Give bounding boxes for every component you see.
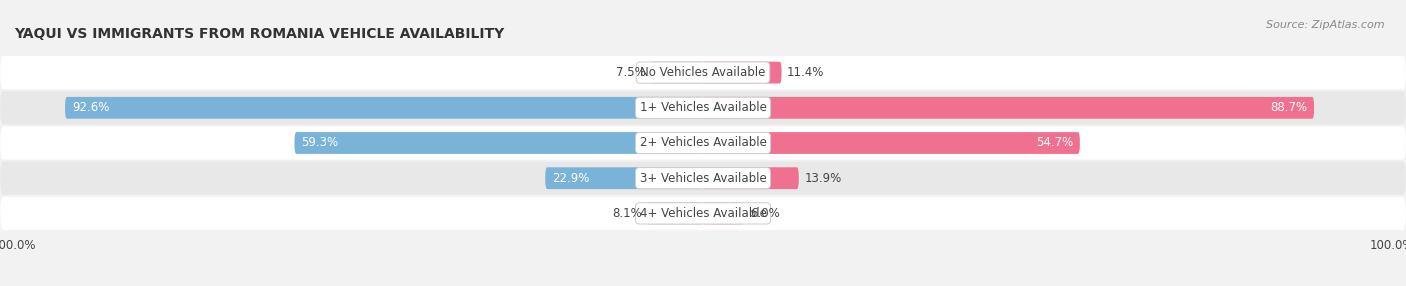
FancyBboxPatch shape [65, 97, 703, 119]
Text: 13.9%: 13.9% [804, 172, 842, 185]
Text: No Vehicles Available: No Vehicles Available [640, 66, 766, 79]
FancyBboxPatch shape [0, 56, 1406, 89]
Text: 92.6%: 92.6% [72, 101, 110, 114]
FancyBboxPatch shape [0, 91, 1406, 124]
FancyBboxPatch shape [651, 62, 703, 84]
Text: 54.7%: 54.7% [1036, 136, 1073, 150]
FancyBboxPatch shape [703, 62, 782, 84]
Text: 1+ Vehicles Available: 1+ Vehicles Available [640, 101, 766, 114]
Text: 7.5%: 7.5% [616, 66, 645, 79]
FancyBboxPatch shape [546, 167, 703, 189]
FancyBboxPatch shape [294, 132, 703, 154]
Text: 2+ Vehicles Available: 2+ Vehicles Available [640, 136, 766, 150]
Legend: Yaqui, Immigrants from Romania: Yaqui, Immigrants from Romania [569, 282, 837, 286]
FancyBboxPatch shape [703, 97, 1315, 119]
Text: YAQUI VS IMMIGRANTS FROM ROMANIA VEHICLE AVAILABILITY: YAQUI VS IMMIGRANTS FROM ROMANIA VEHICLE… [14, 27, 505, 41]
Text: 11.4%: 11.4% [787, 66, 824, 79]
Text: 4+ Vehicles Available: 4+ Vehicles Available [640, 207, 766, 220]
Text: 6.0%: 6.0% [749, 207, 779, 220]
Text: 59.3%: 59.3% [301, 136, 339, 150]
Text: 3+ Vehicles Available: 3+ Vehicles Available [640, 172, 766, 185]
FancyBboxPatch shape [703, 167, 799, 189]
Text: 8.1%: 8.1% [612, 207, 641, 220]
FancyBboxPatch shape [647, 202, 703, 224]
FancyBboxPatch shape [703, 202, 744, 224]
FancyBboxPatch shape [703, 132, 1080, 154]
FancyBboxPatch shape [0, 197, 1406, 230]
FancyBboxPatch shape [0, 162, 1406, 195]
Text: Source: ZipAtlas.com: Source: ZipAtlas.com [1267, 20, 1385, 30]
Text: 88.7%: 88.7% [1270, 101, 1308, 114]
FancyBboxPatch shape [0, 126, 1406, 160]
Text: 22.9%: 22.9% [553, 172, 589, 185]
